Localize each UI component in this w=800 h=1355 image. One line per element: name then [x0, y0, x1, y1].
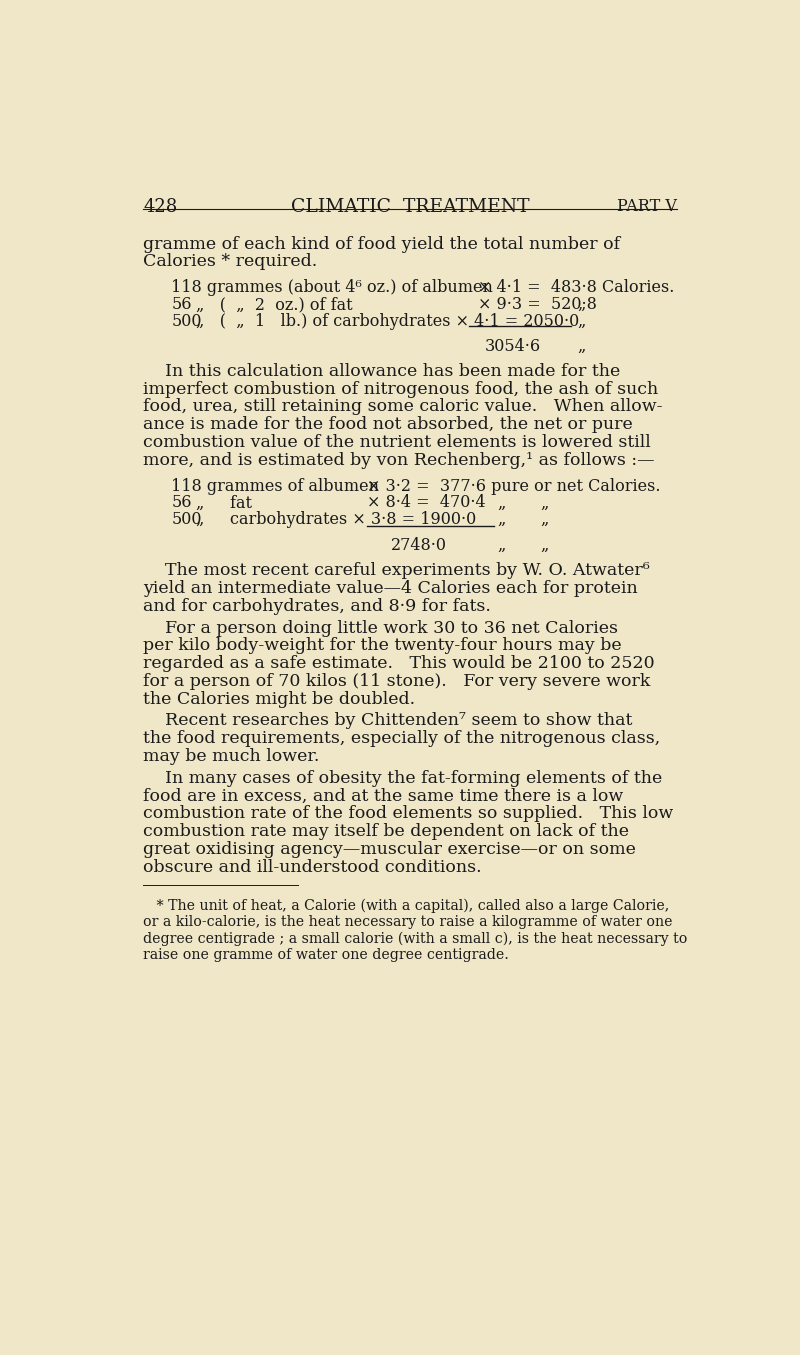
Text: 500: 500	[171, 511, 202, 528]
Text: the food requirements, especially of the nitrogenous class,: the food requirements, especially of the…	[143, 730, 661, 747]
Text: degree centigrade ; a small calorie (with a small c), is the heat necessary to: degree centigrade ; a small calorie (wit…	[143, 931, 688, 946]
Text: combustion value of the nutrient elements is lowered still: combustion value of the nutrient element…	[143, 434, 651, 451]
Text: „     carbohydrates × 3·8 = 1900·0: „ carbohydrates × 3·8 = 1900·0	[196, 511, 476, 528]
Text: The most recent careful experiments by W. O. Atwater⁶: The most recent careful experiments by W…	[143, 562, 650, 579]
Text: 118 grammes of albumen: 118 grammes of albumen	[171, 478, 379, 495]
Text: regarded as a safe estimate.   This would be 2100 to 2520: regarded as a safe estimate. This would …	[143, 654, 655, 672]
Text: 2748·0: 2748·0	[391, 537, 447, 554]
Text: food are in excess, and at the same time there is a low: food are in excess, and at the same time…	[143, 787, 624, 805]
Text: „: „	[578, 297, 586, 313]
Text: „   (  „  1   lb.) of carbohydrates × 4·1 = 2050·0: „ ( „ 1 lb.) of carbohydrates × 4·1 = 20…	[196, 313, 579, 329]
Text: 500: 500	[171, 313, 202, 329]
Text: 3054·6: 3054·6	[485, 337, 541, 355]
Text: per kilo body-weight for the twenty-four hours may be: per kilo body-weight for the twenty-four…	[143, 637, 622, 654]
Text: and for carbohydrates, and 8·9 for fats.: and for carbohydrates, and 8·9 for fats.	[143, 598, 491, 615]
Text: imperfect combustion of nitrogenous food, the ash of such: imperfect combustion of nitrogenous food…	[143, 381, 658, 397]
Text: In this calculation allowance has been made for the: In this calculation allowance has been m…	[143, 363, 621, 379]
Text: * The unit of heat, a Calorie (with a capital), called also a large Calorie,: * The unit of heat, a Calorie (with a ca…	[143, 898, 670, 912]
Text: great oxidising agency—muscular exercise—or on some: great oxidising agency—muscular exercise…	[143, 840, 636, 858]
Text: the Calories might be doubled.: the Calories might be doubled.	[143, 691, 415, 707]
Text: 56: 56	[171, 495, 192, 511]
Text: ance is made for the food not absorbed, the net or pure: ance is made for the food not absorbed, …	[143, 416, 633, 434]
Text: may be much lower.: may be much lower.	[143, 748, 320, 766]
Text: „     fat: „ fat	[196, 495, 252, 511]
Text: CLIMATIC  TREATMENT: CLIMATIC TREATMENT	[290, 198, 530, 215]
Text: „: „	[578, 313, 586, 329]
Text: food, urea, still retaining some caloric value.   When allow-: food, urea, still retaining some caloric…	[143, 398, 663, 416]
Text: combustion rate may itself be dependent on lack of the: combustion rate may itself be dependent …	[143, 822, 630, 840]
Text: yield an intermediate value—4 Calories each for protein: yield an intermediate value—4 Calories e…	[143, 580, 638, 598]
Text: „: „	[497, 495, 505, 511]
Text: „: „	[540, 537, 549, 554]
Text: × 3·2 =  377·6 pure or net Calories.: × 3·2 = 377·6 pure or net Calories.	[366, 478, 660, 495]
Text: „: „	[497, 511, 505, 528]
Text: PART V: PART V	[617, 198, 677, 215]
Text: 118 grammes (about 4⁶ oz.) of albumen: 118 grammes (about 4⁶ oz.) of albumen	[171, 279, 493, 297]
Text: obscure and ill-understood conditions.: obscure and ill-understood conditions.	[143, 859, 482, 875]
Text: × 4·1 =  483·8 Calories.: × 4·1 = 483·8 Calories.	[478, 279, 674, 297]
Text: or a kilo-calorie, is the heat necessary to raise a kilogramme of water one: or a kilo-calorie, is the heat necessary…	[143, 915, 673, 930]
Text: combustion rate of the food elements so supplied.   This low: combustion rate of the food elements so …	[143, 805, 674, 822]
Text: × 9·3 =  520·8: × 9·3 = 520·8	[478, 297, 597, 313]
Text: × 8·4 =  470·4: × 8·4 = 470·4	[366, 495, 486, 511]
Text: „: „	[497, 537, 505, 554]
Text: „   (  „  2  oz.) of fat: „ ( „ 2 oz.) of fat	[196, 297, 353, 313]
Text: „: „	[578, 337, 586, 355]
Text: raise one gramme of water one degree centigrade.: raise one gramme of water one degree cen…	[143, 948, 510, 962]
Text: Recent researches by Chittenden⁷ seem to show that: Recent researches by Chittenden⁷ seem to…	[143, 713, 633, 729]
Text: more, and is estimated by von Rechenberg,¹ as follows :—: more, and is estimated by von Rechenberg…	[143, 451, 655, 469]
Text: gramme of each kind of food yield the total number of: gramme of each kind of food yield the to…	[143, 236, 621, 252]
Text: 56: 56	[171, 297, 192, 313]
Text: for a person of 70 kilos (11 stone).   For very severe work: for a person of 70 kilos (11 stone). For…	[143, 673, 650, 690]
Text: In many cases of obesity the fat-forming elements of the: In many cases of obesity the fat-forming…	[143, 770, 662, 787]
Text: For a person doing little work 30 to 36 net Calories: For a person doing little work 30 to 36 …	[143, 619, 618, 637]
Text: Calories * required.: Calories * required.	[143, 253, 318, 271]
Text: 428: 428	[143, 198, 178, 215]
Text: „: „	[540, 495, 549, 511]
Text: „: „	[540, 511, 549, 528]
